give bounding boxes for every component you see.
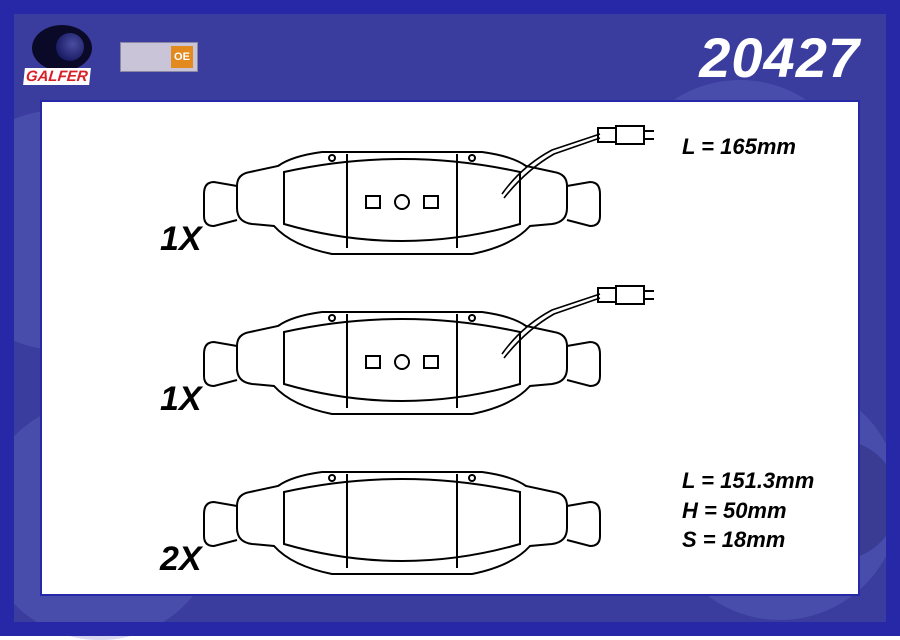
logo-cluster: GALFER OE: [24, 23, 198, 91]
brake-pad-1: [192, 116, 672, 276]
oe-badge: OE: [120, 42, 198, 72]
wire-length-dim: L = 165mm: [682, 132, 796, 162]
brake-pad-2: [192, 276, 672, 436]
oe-label: OE: [171, 46, 193, 68]
header: GALFER OE 20427: [14, 14, 886, 100]
part-number: 20427: [699, 25, 860, 90]
brand-logo: GALFER: [24, 23, 110, 91]
figure-panel: L = 165mm L = 151.3mm H = 50mm S = 18mm …: [40, 100, 860, 596]
brand-name: GALFER: [23, 68, 90, 85]
pad-dim-L: L = 151.3mm: [682, 466, 814, 496]
pad-dim-S: S = 18mm: [682, 525, 814, 555]
pad-dims: L = 151.3mm H = 50mm S = 18mm: [682, 466, 814, 555]
brake-pad-3: [192, 436, 672, 596]
pad-dim-H: H = 50mm: [682, 496, 814, 526]
